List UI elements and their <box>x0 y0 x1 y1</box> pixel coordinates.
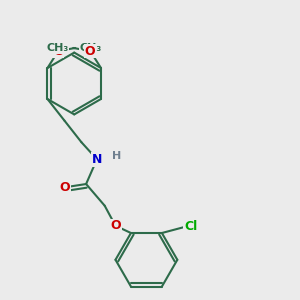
Text: O: O <box>53 44 64 58</box>
Text: O: O <box>85 44 95 58</box>
Text: CH₃: CH₃ <box>46 43 68 53</box>
Text: N: N <box>92 153 102 166</box>
Text: CH₃: CH₃ <box>80 43 102 53</box>
Text: O: O <box>59 181 70 194</box>
Text: H: H <box>112 151 122 161</box>
Text: O: O <box>110 219 121 232</box>
Text: Cl: Cl <box>184 220 197 233</box>
